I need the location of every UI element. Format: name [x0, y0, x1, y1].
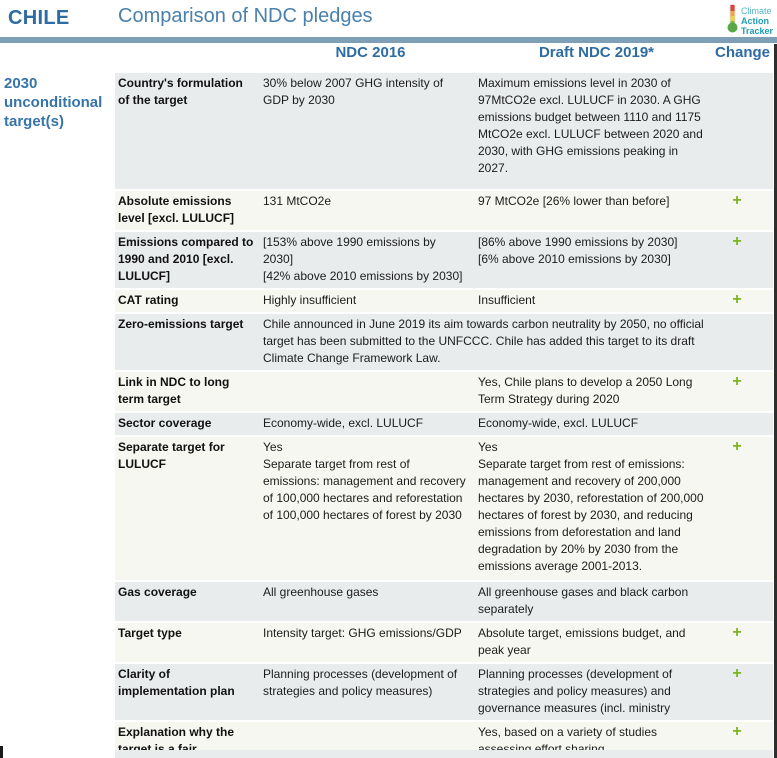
change-indicator: [715, 73, 773, 189]
cell-draft-2019: Insufficient: [478, 293, 536, 307]
table-row-gas-coverage: Gas coverage All greenhouse gases All gr…: [115, 582, 773, 621]
row-label: Separate target for LULUCF: [118, 440, 225, 471]
table-row-link-long-term-target: Link in NDC to long term target Yes, Chi…: [115, 372, 773, 411]
cell-draft-2019: 97 MtCO2e [26% lower than before]: [478, 194, 670, 208]
country-name: CHILE: [8, 7, 70, 29]
change-plus-icon: +: [732, 438, 742, 455]
change-plus-icon: +: [732, 373, 742, 390]
cell-ndc-2016: Highly insufficient: [263, 293, 357, 307]
column-header-ndc-2016: NDC 2016: [335, 44, 406, 61]
table-row-sector-coverage: Sector coverage Economy-wide, excl. LULU…: [115, 413, 773, 435]
change-plus-icon: +: [732, 624, 742, 641]
change-plus-icon: +: [732, 291, 742, 308]
next-row-partial: [115, 750, 773, 758]
column-header-draft-ndc-2019: Draft NDC 2019*: [538, 44, 655, 61]
table-row-country-formulation: Country's formulation of the target 30% …: [115, 73, 773, 189]
row-label: Link in NDC to long term target: [118, 375, 230, 406]
row-label: Target type: [118, 626, 182, 640]
bottom-left-edge-mark: [0, 746, 3, 758]
header-divider-bar: [0, 37, 777, 43]
logo-line-climate: Climate: [740, 5, 772, 16]
change-plus-icon: +: [732, 192, 742, 209]
cell-ndc-2016: 30% below 2007 GHG intensity of GDP by 2…: [263, 76, 444, 107]
logo-text: Climate Action Tracker: [741, 6, 773, 36]
row-label: Clarity of implementation plan: [118, 667, 235, 698]
cell-draft-2019: Planning processes (development of strat…: [478, 667, 673, 715]
change-plus-icon: +: [732, 665, 742, 682]
change-plus-icon: +: [732, 233, 742, 250]
cell-ndc-2016: Planning processes (development of strat…: [263, 667, 458, 698]
change-indicator: [715, 314, 773, 370]
comparison-table: Country's formulation of the target 30% …: [115, 73, 773, 758]
row-label: Emissions compared to 1990 and 2010 [exc…: [118, 235, 254, 283]
window-right-border: [774, 44, 777, 758]
table-row-emissions-compared: Emissions compared to 1990 and 2010 [exc…: [115, 232, 773, 288]
cell-ndc-2016: All greenhouse gases: [263, 585, 379, 599]
cell-draft-2019: [86% above 1990 emissions by 2030] [6% a…: [478, 235, 678, 266]
cell-ndc-2016: 131 MtCO2e: [263, 194, 332, 208]
table-row-zero-emissions-target: Zero-emissions target Chile announced in…: [115, 314, 773, 370]
page-title: Comparison of NDC pledges: [118, 5, 373, 27]
change-plus-icon: +: [732, 723, 742, 740]
table-row-clarity-implementation: Clarity of implementation plan Planning …: [115, 664, 773, 720]
logo-line-tracker: Tracker: [740, 25, 773, 36]
change-indicator: [715, 413, 773, 435]
table-row-cat-rating: CAT rating Highly insufficient Insuffici…: [115, 290, 773, 312]
logo-line-action: Action: [740, 15, 769, 26]
table-row-target-type: Target type Intensity target: GHG emissi…: [115, 623, 773, 662]
row-label: Sector coverage: [118, 416, 212, 430]
thermometer-icon: [726, 3, 739, 38]
section-label-2030-unconditional-targets: 2030 unconditional target(s): [4, 75, 103, 130]
cell-draft-2019: Maximum emissions level in 2030 of 97MtC…: [478, 76, 703, 175]
column-header-change: Change: [714, 44, 770, 61]
cell-draft-2019: Yes, Chile plans to develop a 2050 Long …: [478, 375, 693, 406]
row-label: CAT rating: [118, 293, 179, 307]
change-indicator: [715, 582, 773, 621]
table-row-separate-target-lulucf: Separate target for LULUCF Yes Separate …: [115, 437, 773, 580]
cell-spanning-value: Chile announced in June 2019 its aim tow…: [263, 317, 704, 365]
cell-draft-2019: Absolute target, emissions budget, and p…: [478, 626, 686, 657]
cell-ndc-2016: [153% above 1990 emissions by 2030] [42%…: [263, 235, 463, 283]
row-label: Country's formulation of the target: [118, 76, 243, 107]
cell-draft-2019: Economy-wide, excl. LULUCF: [478, 416, 639, 430]
cell-ndc-2016: [263, 372, 478, 411]
row-label: Gas coverage: [118, 585, 197, 599]
table-row-absolute-emissions: Absolute emissions level [excl. LULUCF] …: [115, 191, 773, 230]
cell-draft-2019: Yes Separate target from rest of emissio…: [478, 440, 704, 573]
row-label: Absolute emissions level [excl. LULUCF]: [118, 194, 235, 225]
cell-ndc-2016: Intensity target: GHG emissions/GDP: [263, 626, 462, 640]
cell-ndc-2016: Yes Separate target from rest of emissio…: [263, 440, 466, 522]
row-label: Zero-emissions target: [118, 317, 244, 331]
cell-ndc-2016: Economy-wide, excl. LULUCF: [263, 416, 424, 430]
climate-action-tracker-logo[interactable]: Climate Action Tracker: [726, 3, 773, 38]
cell-draft-2019: All greenhouse gases and black carbon se…: [478, 585, 689, 616]
